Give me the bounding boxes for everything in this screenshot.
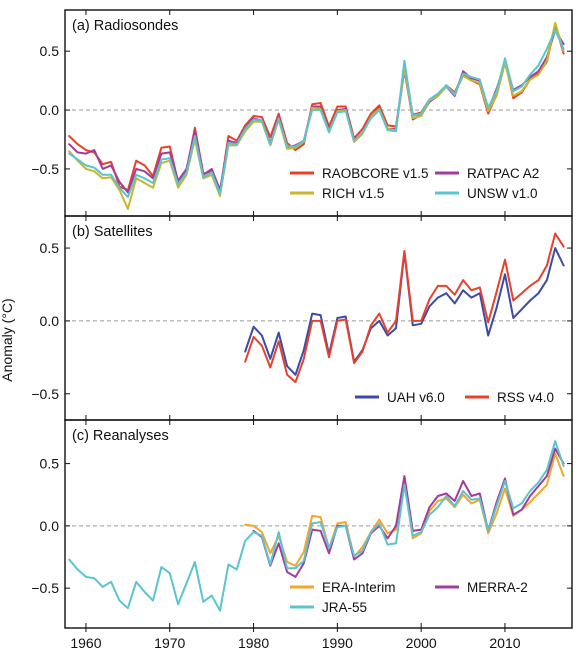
series-line-era-interim bbox=[244, 452, 565, 567]
panel-title: (a) Radiosondes bbox=[72, 18, 178, 34]
x-tick-label: 1960 bbox=[70, 635, 101, 651]
x-tick-label: 1990 bbox=[322, 635, 353, 651]
panel-frame bbox=[64, 215, 573, 421]
y-tick-label: 0.0 bbox=[40, 518, 60, 534]
legend: UAH v6.0 RSS v4.0 bbox=[355, 390, 554, 405]
series-line-uah-v6-0 bbox=[244, 247, 565, 376]
x-tick-label: 1980 bbox=[238, 635, 269, 651]
series-line-unsw-v1-0 bbox=[68, 29, 565, 199]
legend-label: UNSW v1.0 bbox=[467, 186, 538, 201]
y-tick-label: 0.5 bbox=[40, 456, 60, 472]
legend-label: RICH v1.5 bbox=[322, 186, 384, 201]
legend-label: MERRA-2 bbox=[467, 580, 528, 595]
legend-label: RSS v4.0 bbox=[497, 390, 554, 405]
legend-label: UAH v6.0 bbox=[387, 390, 445, 405]
x-tick-label: 2000 bbox=[406, 635, 437, 651]
y-tick-label: 0.5 bbox=[40, 240, 60, 256]
legend-label: RAOBCORE v1.5 bbox=[322, 166, 429, 181]
y-tick-label: −0.5 bbox=[31, 386, 59, 402]
panel-2: −0.5 0.0 0.5 (b) Satellites UAH v6.0 RSS v4.0 bbox=[31, 215, 573, 421]
panel-frame bbox=[64, 419, 573, 629]
legend-label: ERA-Interim bbox=[322, 580, 396, 595]
legend: ERA-Interim MERRA-2 JRA-55 bbox=[290, 580, 528, 615]
y-tick-label: −0.5 bbox=[31, 161, 59, 177]
series-line-rich-v1-5 bbox=[68, 21, 565, 210]
panel-title: (c) Reanalyses bbox=[72, 428, 169, 444]
y-tick-label: 0.0 bbox=[40, 313, 60, 329]
panel-3: −0.5 0.0 0.5 (c) Reanalyses ERA-Interim MERRA… bbox=[31, 419, 573, 629]
panel-title: (b) Satellites bbox=[72, 224, 153, 240]
y-tick-label: 0.0 bbox=[40, 102, 60, 118]
y-tick-label: 0.5 bbox=[40, 43, 60, 59]
series-line-rss-v4-0 bbox=[244, 232, 565, 384]
legend-label: RATPAC A2 bbox=[467, 166, 539, 181]
x-tick-label: 2010 bbox=[489, 635, 520, 651]
x-tick-label: 1970 bbox=[154, 635, 185, 651]
legend: RAOBCORE v1.5 RATPAC A2 RICH v1.5 UNSW v1.0 bbox=[290, 166, 539, 201]
y-tick-label: −0.5 bbox=[31, 580, 59, 596]
series-line-jra-55 bbox=[68, 440, 565, 612]
y-axis-label: Anomaly (°C) bbox=[0, 298, 15, 381]
legend-label: JRA-55 bbox=[322, 600, 367, 615]
